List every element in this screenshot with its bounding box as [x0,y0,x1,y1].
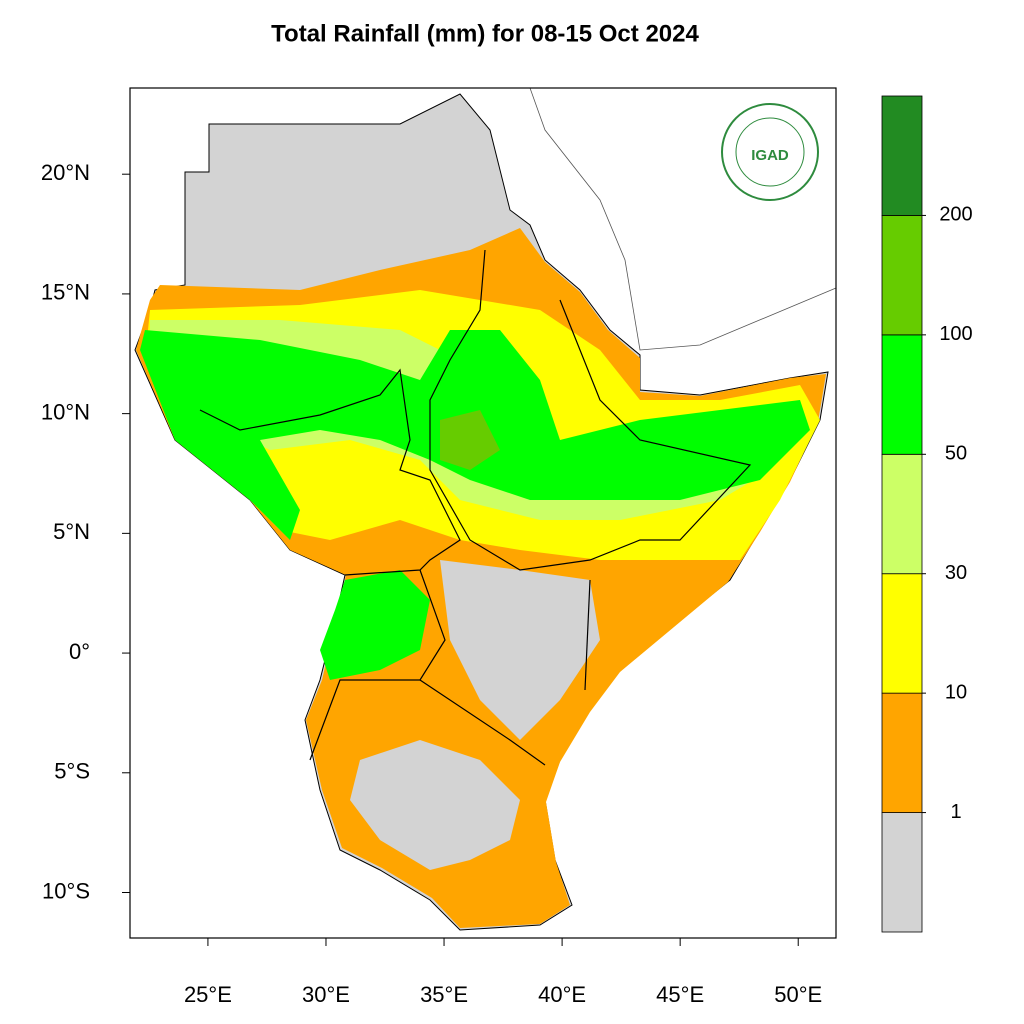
colorbar-label: 200 [939,204,972,226]
map-frame [129,87,837,939]
x-tick-label: 40°E [538,982,586,1007]
logo-text: IGAD [751,147,789,164]
colorbar-box [881,453,923,575]
x-tick-label: 45°E [656,982,704,1007]
y-tick-label: 20°N [41,160,90,185]
border [199,368,461,576]
colorbar-box [881,573,923,694]
colorbar-box [881,334,923,455]
logo-ring [735,117,805,187]
x-tick-label: 50°E [774,982,822,1007]
colorbar: 1 10 30 50 100 200 [881,95,973,933]
colorbar-label: 50 [945,443,967,465]
colorbar-box [881,215,923,336]
map-area: IGAD [129,87,837,939]
y-tick-label: 15°N [41,280,90,305]
colorbar-label: 100 [939,323,972,345]
colorbar-label: 30 [945,562,967,584]
border [429,249,752,571]
rain-green-uganda [320,570,430,680]
logo: IGAD [721,103,819,201]
title: Total Rainfall (mm) for 08-15 Oct 2024 [271,20,699,47]
y-tick-label: 10°S [42,878,90,903]
rain-gray-south [350,740,520,870]
border [419,679,546,766]
x-tick-label: 30°E [302,982,350,1007]
x-tick-label: 35°E [420,982,468,1007]
coastline [529,87,837,351]
y-tick-label: 5°S [54,759,90,784]
rain-darkgreen [440,410,500,470]
colorbar-box [881,692,923,813]
colorbar-label: 1 [950,801,961,823]
x-tick-label: 25°E [184,982,232,1007]
colorbar-box [881,95,923,216]
border [584,579,591,691]
colorbar-label: 10 [945,681,967,703]
y-tick-label: 10°N [41,399,90,424]
colorbar-box [881,812,923,933]
axes: 25°E 30°E 35°E 40°E 45°E 50°E 20°N 15°N 10°N 5°N 0… [41,160,822,1007]
y-tick-label: 5°N [53,519,90,544]
rain-gray-kenya [440,560,600,740]
y-tick-label: 0° [69,639,90,664]
